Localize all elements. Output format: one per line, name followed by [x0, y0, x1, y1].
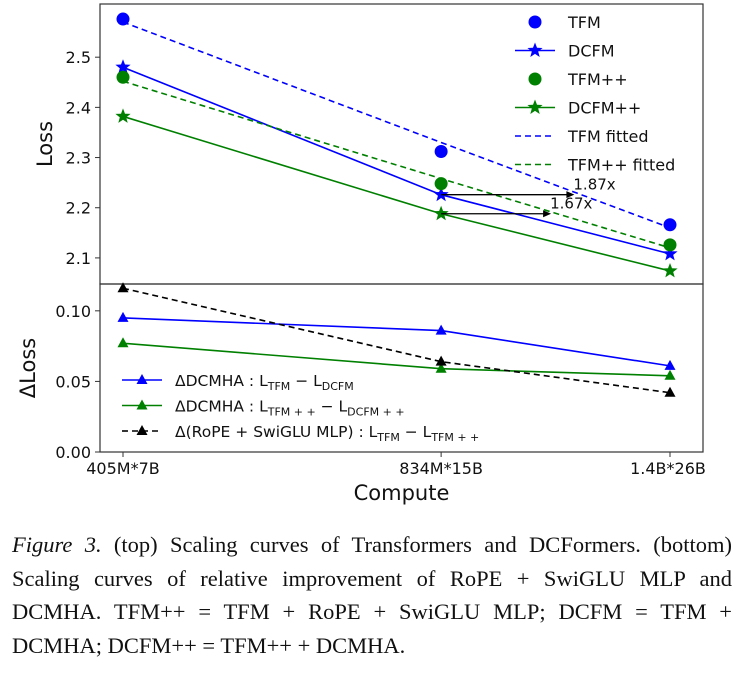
data-point — [117, 311, 129, 322]
series-line — [122, 342, 671, 377]
legend-marker — [136, 399, 148, 410]
bottom-legend: ΔDCMHA : LTFM − LDCFM ΔDCMHA : LTFM + + −… — [122, 372, 479, 444]
data-point — [662, 245, 678, 261]
figure-caption: Figure 3. (top) Scaling curves of Transf… — [12, 528, 732, 662]
data-point — [116, 12, 130, 26]
legend-label: TFM fitted — [567, 127, 649, 146]
y-tick-label: 2.1 — [66, 249, 91, 268]
y-tick-label: 2.4 — [66, 98, 91, 117]
series-line — [122, 317, 671, 367]
data-point — [435, 324, 447, 335]
series-2 — [117, 282, 676, 397]
x-axis-label: Compute — [354, 481, 450, 505]
data-point — [116, 70, 130, 84]
data-point — [664, 369, 676, 380]
series-1 — [117, 337, 676, 380]
legend-label: TFM++ fitted — [567, 156, 675, 175]
series-line — [122, 80, 671, 249]
legend-label: DCFM — [568, 42, 615, 61]
data-point — [664, 386, 676, 397]
y-tick-label: 2.5 — [66, 48, 91, 67]
series-0 — [117, 311, 676, 370]
series-5 — [122, 80, 671, 249]
top-legend: TFM DCFM TFM++ DCFM++ TFM fitted TFM++ fitted — [515, 13, 675, 175]
arrow-head — [543, 210, 552, 218]
legend-label: TFM — [567, 13, 601, 32]
legend-marker — [527, 99, 543, 114]
y-tick-label: 2.3 — [66, 149, 91, 168]
bottom-panel: 0.00 0.05 0.10 ΔLoss 405M*7B 834M*15B 1.4B*26B… — [16, 282, 706, 505]
data-point — [433, 205, 449, 221]
arrow-head — [566, 191, 575, 199]
y-tick-label: 2.2 — [66, 199, 91, 218]
legend-label: TFM++ — [567, 70, 628, 89]
y-tick-label: 0.05 — [55, 372, 91, 391]
legend-label: ΔDCMHA : LTFM + + − LDCFM + + — [175, 398, 405, 419]
legend-marker — [528, 15, 542, 29]
y-tick-label: 0.00 — [55, 443, 91, 462]
legend-marker — [136, 425, 148, 435]
data-point — [433, 186, 449, 202]
data-point — [115, 108, 131, 123]
y-tick-label: 0.10 — [55, 302, 91, 321]
caption-text: (top) Scaling curves of Transformers and… — [12, 532, 732, 658]
legend-marker — [527, 42, 543, 57]
speedup-label: 1.67x — [550, 195, 592, 213]
data-point — [435, 355, 447, 366]
legend-marker — [136, 374, 148, 384]
data-point — [434, 145, 448, 159]
series-line — [122, 21, 671, 229]
x-tick-label: 1.4B*26B — [630, 459, 706, 478]
x-tick-label: 834M*15B — [399, 459, 483, 478]
series-4 — [122, 21, 671, 229]
series-2 — [116, 70, 677, 252]
data-point — [115, 59, 131, 74]
y-axis-label: ΔLoss — [16, 338, 40, 398]
bottom-axes-frame — [99, 283, 704, 453]
data-point — [664, 359, 676, 370]
series-0 — [116, 12, 677, 232]
legend-label: DCFM++ — [568, 99, 641, 118]
data-point — [663, 218, 677, 232]
legend-label: ΔDCMHA : LTFM − LDCFM — [175, 372, 354, 393]
data-point — [662, 263, 678, 278]
data-point — [117, 282, 129, 293]
x-tick-label: 405M*7B — [86, 459, 160, 478]
speedup-label: 1.87x — [573, 176, 615, 194]
series-line — [122, 287, 671, 394]
legend-marker — [528, 72, 542, 86]
data-point — [435, 362, 447, 373]
data-point — [117, 337, 129, 348]
y-axis-label: Loss — [33, 121, 57, 167]
caption-label: Figure 3. — [12, 532, 102, 557]
data-point — [663, 238, 677, 252]
legend-label: Δ(RoPE + SwiGLU MLP) : LTFM − LTFM + + — [175, 423, 479, 444]
data-point — [434, 177, 448, 191]
